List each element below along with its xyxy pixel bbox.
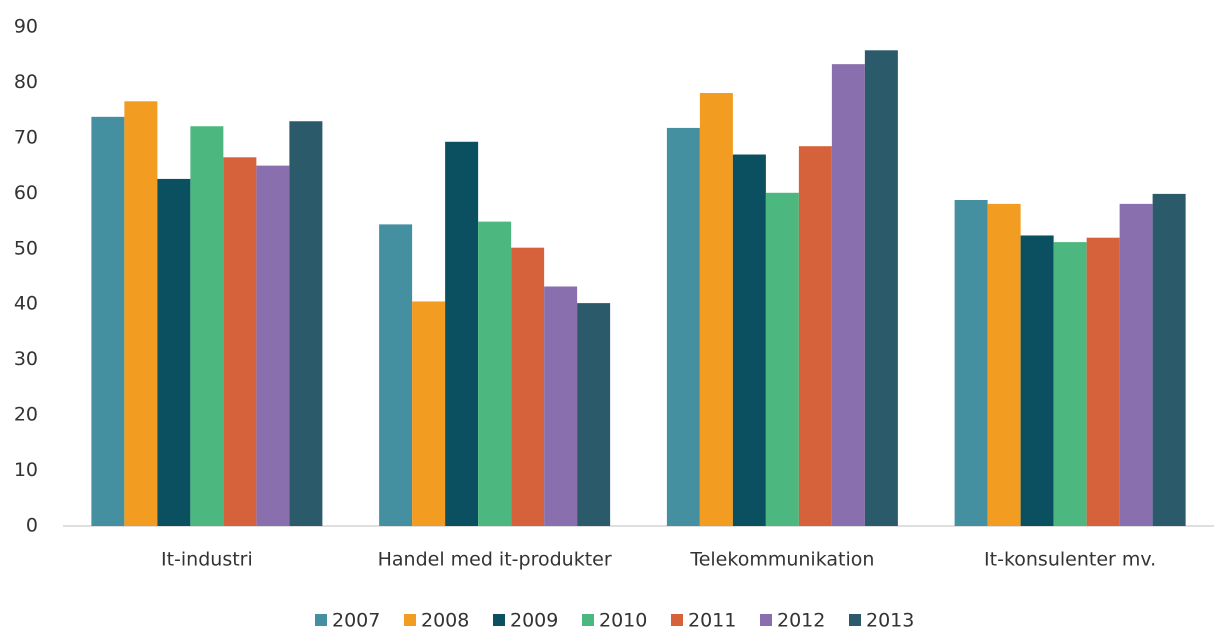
bar [1053, 242, 1087, 526]
x-tick-label: Telekommunikation [689, 549, 874, 571]
bar [544, 286, 578, 526]
y-tick-label: 40 [14, 293, 38, 315]
y-tick-label: 30 [14, 348, 38, 370]
legend-label: 2012 [777, 610, 825, 632]
bar [124, 101, 158, 526]
bar [511, 247, 545, 526]
legend-swatch [849, 614, 861, 626]
bar [1086, 237, 1120, 526]
bar [91, 116, 125, 526]
x-tick-label: It-industri [161, 549, 253, 571]
legend-swatch [493, 614, 505, 626]
bar [1152, 193, 1186, 527]
bar [765, 192, 799, 527]
bar [831, 64, 865, 527]
legend-label: 2010 [599, 610, 647, 632]
bar [223, 157, 257, 527]
legend-swatch [404, 614, 416, 626]
bar [798, 146, 832, 526]
bar [289, 121, 323, 526]
bar [987, 203, 1021, 526]
legend-label: 2008 [421, 610, 469, 632]
legend-swatch [315, 614, 327, 626]
x-tick-label: It-konsulenter mv. [984, 549, 1156, 571]
bar [732, 154, 766, 526]
legend-swatch [671, 614, 683, 626]
bar [379, 224, 413, 527]
bar [157, 178, 191, 526]
y-tick-label: 0 [26, 515, 38, 537]
legend-label: 2011 [688, 610, 736, 632]
y-tick-label: 60 [14, 182, 38, 204]
y-tick-label: 10 [14, 459, 38, 481]
bar [864, 50, 898, 526]
y-tick-label: 70 [14, 126, 38, 148]
bar [666, 127, 700, 527]
y-tick-label: 20 [14, 404, 38, 426]
legend-swatch [760, 614, 772, 626]
bar [445, 141, 479, 526]
y-tick-label: 50 [14, 237, 38, 259]
bar [699, 92, 733, 527]
bar [1020, 235, 1054, 526]
bar [954, 199, 988, 526]
legend-swatch [582, 614, 594, 626]
bar [256, 165, 290, 526]
bar [412, 301, 446, 526]
bar [478, 221, 512, 527]
legend-label: 2013 [866, 610, 914, 632]
legend-label: 2007 [332, 610, 380, 632]
bar [577, 303, 611, 526]
bar [190, 126, 224, 527]
legend-label: 2009 [510, 610, 558, 632]
y-tick-label: 80 [14, 71, 38, 93]
bar [1119, 203, 1153, 526]
x-tick-label: Handel med it-produkter [378, 549, 612, 571]
y-tick-label: 90 [14, 16, 38, 38]
